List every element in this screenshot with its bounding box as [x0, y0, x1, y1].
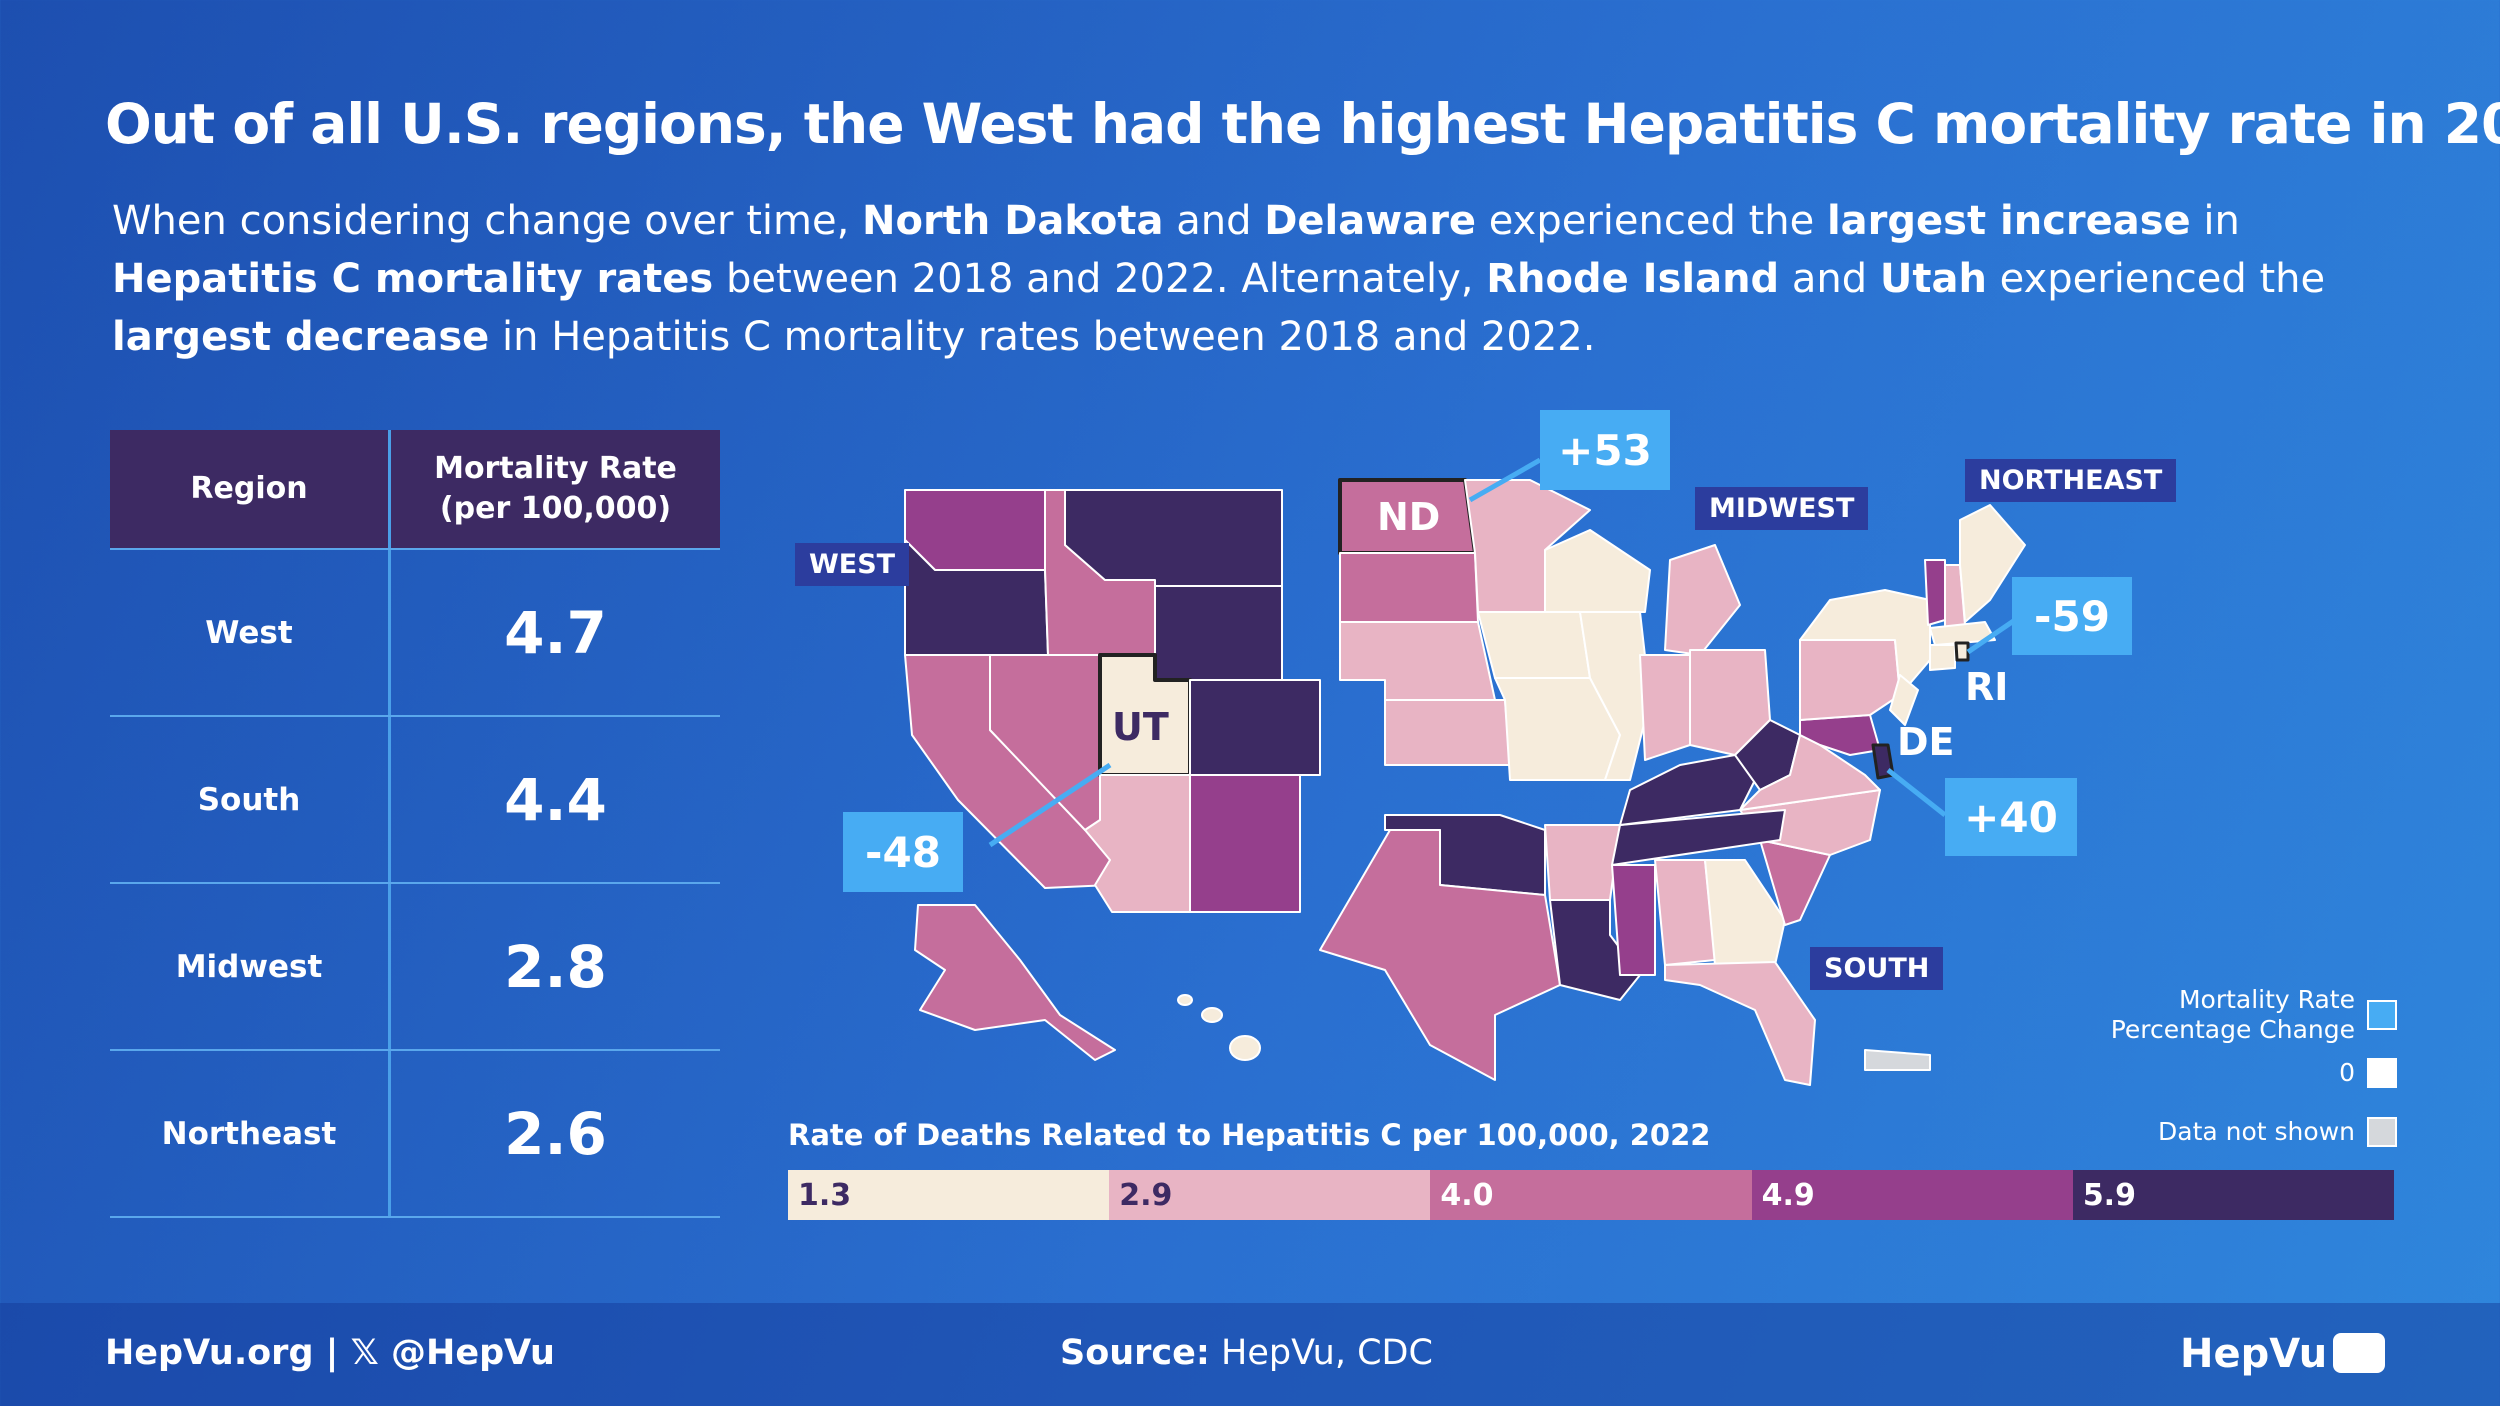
- region-tag-midwest: MIDWEST: [1695, 487, 1869, 530]
- state-wy: [1154, 585, 1283, 681]
- state-ct: [1929, 644, 1956, 671]
- region-table: Region Mortality Rate (per 100,000) West 4…: [110, 430, 720, 1218]
- state-mt: [1064, 489, 1283, 587]
- region-name: Midwest: [110, 884, 391, 1049]
- state-mi: [1664, 544, 1741, 656]
- region-rate: 4.4: [504, 765, 607, 834]
- region-tag-northeast: NORTHEAST: [1965, 459, 2177, 502]
- region-rate: 2.8: [504, 932, 607, 1001]
- legend-title: Rate of Deaths Related to Hepatitis C pe…: [788, 1118, 1711, 1152]
- legend-bin: 2.9: [1109, 1170, 1431, 1220]
- state-ar: [1544, 824, 1621, 901]
- state-label-de: DE: [1897, 720, 1955, 764]
- state-hi-3: [1177, 994, 1193, 1006]
- key-zero-swatch: [2367, 1058, 2397, 1088]
- legend-bar: 1.3 2.9 4.0 4.9 5.9: [788, 1170, 2395, 1220]
- legend-bin: 1.3: [788, 1170, 1110, 1220]
- state-ms: [1611, 864, 1656, 976]
- page-title: Out of all U.S. regions, the West had th…: [105, 92, 2500, 156]
- state-nj: [1889, 674, 1919, 726]
- intro-text: When considering change over time, North…: [112, 198, 2326, 360]
- callout-ri: -59: [2012, 577, 2132, 655]
- state-label-nd: ND: [1377, 495, 1441, 539]
- region-tag-south: SOUTH: [1810, 947, 1944, 990]
- state-pr: [1864, 1049, 1931, 1071]
- state-ak: [914, 904, 1116, 1061]
- brand-logo: HepVu: [2180, 1331, 2386, 1377]
- state-label-ri: RI: [1965, 665, 2009, 709]
- key-na-label: Data not shown: [2158, 1117, 2355, 1146]
- state-co: [1189, 679, 1321, 776]
- leader-ri: [1966, 617, 2017, 655]
- callout-ut: -48: [843, 812, 963, 892]
- state-tx: [1319, 829, 1561, 1081]
- region-name: Northeast: [110, 1051, 391, 1216]
- table-row: South 4.4: [110, 715, 720, 882]
- state-pa: [1799, 639, 1901, 721]
- key-na-swatch: [2367, 1117, 2397, 1147]
- leader-nd: [1468, 457, 1542, 503]
- table-row: West 4.7: [110, 548, 720, 715]
- table-header: Region Mortality Rate (per 100,000): [110, 430, 720, 548]
- table-row: Midwest 2.8: [110, 882, 720, 1049]
- us-choropleth-map: [904, 457, 2026, 1086]
- leader-de: [1886, 768, 1947, 817]
- state-hi-2: [1201, 1007, 1223, 1023]
- state-wi: [1544, 529, 1651, 613]
- key-zero-label: 0: [2339, 1058, 2355, 1087]
- state-nm: [1189, 774, 1301, 913]
- footer: HepVu.org | 𝕏 @HepVu Source: HepVu, CDC …: [0, 1303, 2500, 1406]
- header-rate: Mortality Rate (per 100,000): [434, 451, 677, 526]
- state-ia: [1477, 611, 1591, 679]
- state-va: [1739, 734, 1881, 811]
- region-name: West: [110, 550, 391, 715]
- state-vt: [1924, 559, 1946, 626]
- state-ne: [1339, 621, 1496, 701]
- region-rate: 4.7: [504, 598, 607, 667]
- region-tag-west: WEST: [795, 543, 910, 586]
- leader-ut: [988, 762, 1112, 848]
- header-region: Region: [110, 430, 391, 548]
- state-fl: [1664, 961, 1816, 1086]
- legend-bin: 4.9: [1751, 1170, 2073, 1220]
- state-in: [1639, 654, 1691, 761]
- region-rate: 2.6: [504, 1099, 607, 1168]
- state-ks: [1384, 699, 1511, 766]
- state-ri: [1954, 641, 1970, 662]
- key-change-label: Mortality Rate Percentage Change: [2110, 985, 2355, 1044]
- table-row: Northeast 2.6: [110, 1049, 720, 1218]
- state-tn: [1611, 809, 1786, 866]
- state-wa: [904, 489, 1046, 571]
- state-label-ut: UT: [1112, 705, 1169, 749]
- state-ma: [1929, 621, 1996, 646]
- state-az: [1084, 774, 1191, 913]
- callout-de: +40: [1945, 778, 2077, 856]
- state-ga: [1704, 859, 1786, 966]
- state-il: [1579, 611, 1651, 781]
- state-sd: [1339, 552, 1479, 623]
- callout-nd: +53: [1540, 410, 1670, 490]
- footer-links[interactable]: HepVu.org | 𝕏 @HepVu: [105, 1333, 555, 1373]
- legend-bin: 5.9: [2072, 1170, 2395, 1220]
- state-hi: [1229, 1035, 1261, 1061]
- us-map-icon: [2333, 1333, 2386, 1373]
- region-name: South: [110, 717, 391, 882]
- key-change-swatch: [2367, 1000, 2397, 1030]
- legend-bin: 4.0: [1430, 1170, 1752, 1220]
- state-me: [1959, 504, 2026, 623]
- footer-source: Source: HepVu, CDC: [1060, 1333, 1433, 1373]
